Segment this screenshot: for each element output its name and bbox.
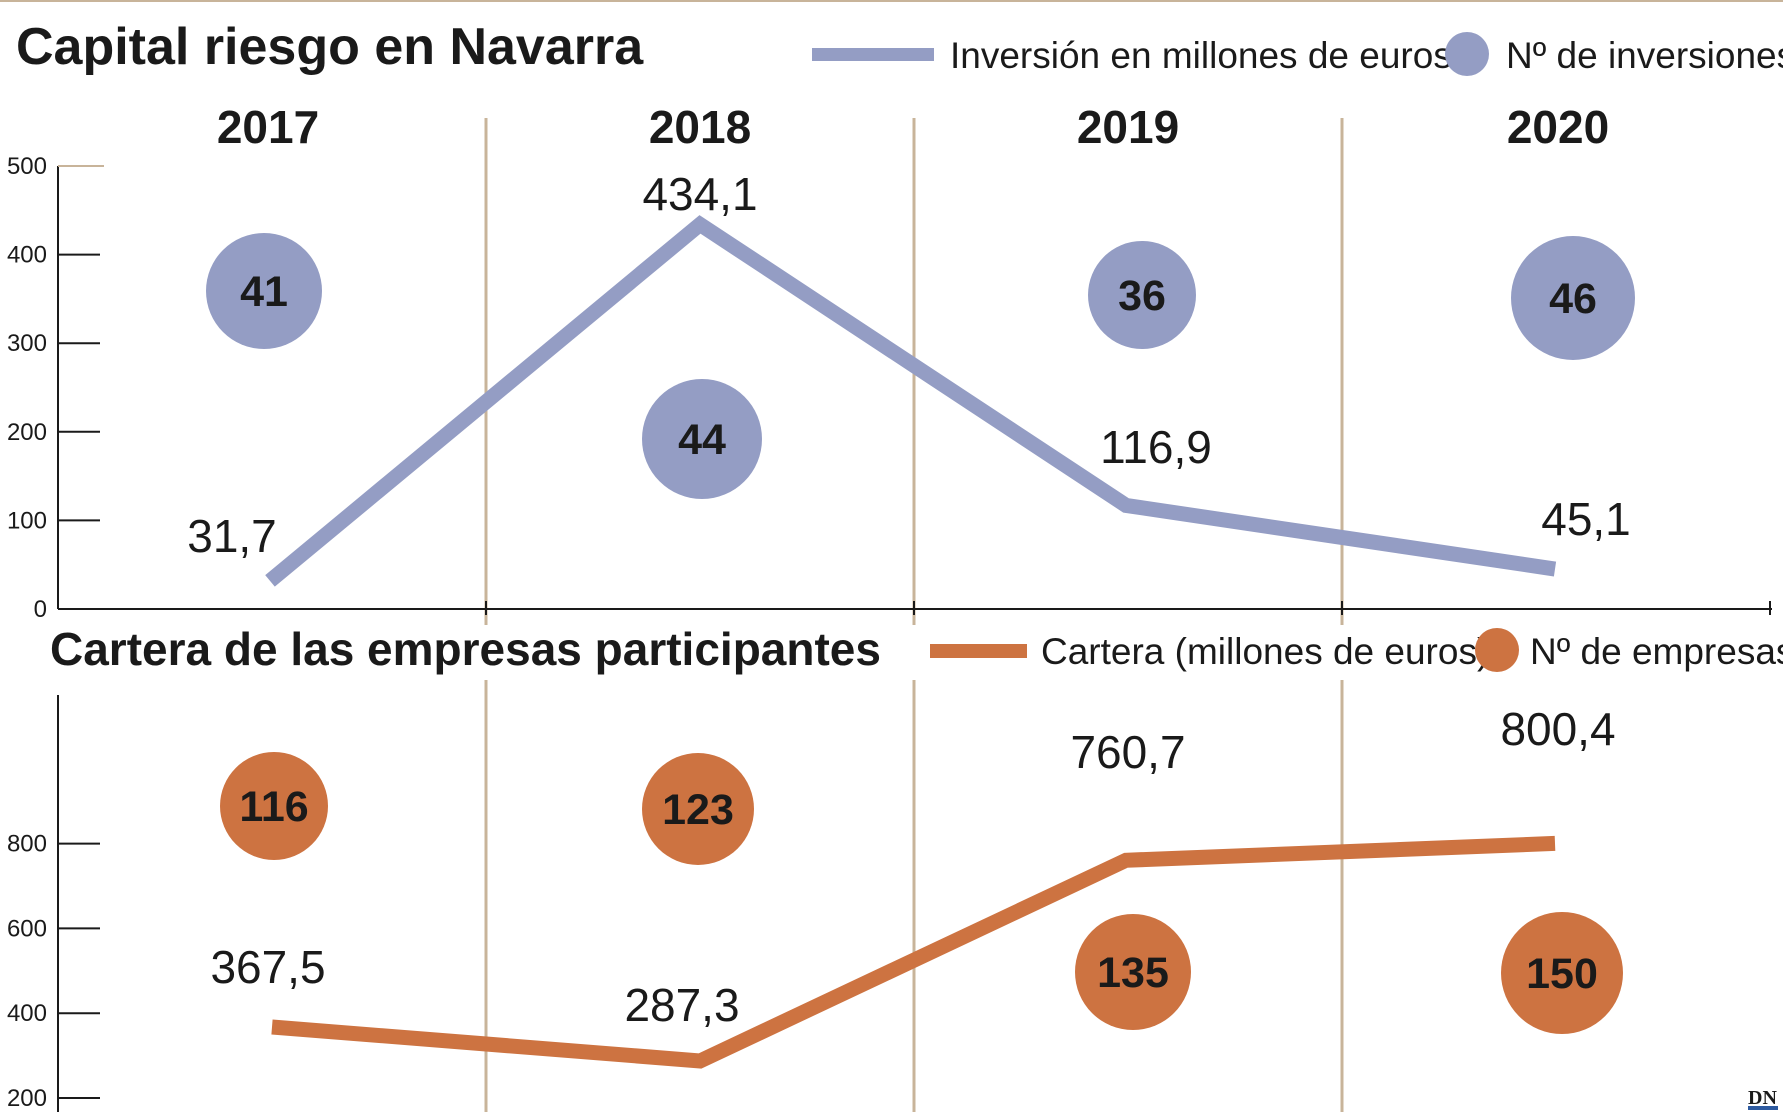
chart1-line-label-2020: 45,1	[1541, 493, 1631, 545]
chart2-y-tick-label-200: 200	[7, 1085, 47, 1112]
chart2-y-tick-label-400: 400	[7, 1000, 47, 1027]
chart2-bubble-2017	[220, 752, 328, 860]
chart1-y-tick-label-0: 0	[34, 596, 47, 623]
legend-investment-line-label: Inversión en millones de euros	[950, 35, 1452, 76]
chart2-line-label-2018: 287,3	[624, 979, 739, 1031]
logo-underline	[1748, 1106, 1778, 1110]
chart2-line-label-2017: 367,5	[210, 941, 325, 993]
chart1-bubble-label-2017: 41	[240, 268, 288, 316]
legend-investment-count-swatch	[1445, 32, 1489, 76]
chart2-line-label-2020: 800,4	[1500, 703, 1615, 755]
year-label-2020: 2020	[1507, 101, 1609, 153]
chart1-y-tick-label-300: 300	[7, 330, 47, 357]
chart1-y-tick-label-500: 500	[7, 153, 47, 180]
year-headers: 2017 2018 2019 2020	[217, 101, 1609, 153]
chart2-bubble-2020	[1501, 912, 1623, 1034]
chart2-y-tick-label-800: 800	[7, 831, 47, 858]
legend-portfolio-count-swatch	[1475, 628, 1519, 672]
chart1-bubble-label-2018: 44	[678, 416, 726, 464]
chart1-axis: 0 100 200 300 400 500	[7, 153, 1772, 623]
chart2-bubble-2018	[642, 753, 754, 865]
chart1-line-label-2017: 31,7	[187, 510, 277, 562]
chart1-y-tick-label-200: 200	[7, 419, 47, 446]
chart1-bubble-2019	[1088, 241, 1196, 349]
chart1-line-label-2019: 116,9	[1100, 421, 1212, 473]
chart1-bubble-2018	[642, 379, 762, 499]
chart2-line-label-2019: 760,7	[1070, 726, 1185, 778]
logo-dn: DN	[1748, 1087, 1777, 1109]
legend-investment-count-label: Nº de inversiones	[1506, 35, 1783, 76]
legend-portfolio-count-label: Nº de empresas	[1530, 631, 1783, 672]
chart1-title: Capital riesgo en Navarra	[16, 18, 644, 76]
chart2-plot: 367,5 287,3 760,7 800,4 116 123 135 150	[210, 703, 1623, 1069]
chart1-bubble-label-2019: 36	[1118, 272, 1166, 320]
legend-portfolio-line-swatch	[930, 644, 1027, 658]
year-label-2017: 2017	[217, 101, 319, 153]
chart2-y-tick-label-600: 600	[7, 915, 47, 942]
chart2-title: Cartera de las empresas participantes	[50, 623, 881, 675]
chart1-line-label-2018: 434,1	[642, 168, 757, 220]
chart2-line-series	[271, 835, 1556, 1069]
year-label-2019: 2019	[1077, 101, 1179, 153]
chart1-y-tick-label-400: 400	[7, 242, 47, 269]
year-dividers	[484, 118, 1344, 1112]
chart1-plot: 31,7 434,1 116,9 45,1 41 44 36 46	[187, 168, 1635, 587]
chart2-axis: 200 400 600 800	[7, 695, 100, 1112]
chart1-line-series	[265, 215, 1557, 587]
chart1-bubble-2017	[206, 233, 322, 349]
legend-portfolio-line-label: Cartera (millones de euros)	[1041, 631, 1489, 672]
chart2-bubble-label-2018: 123	[662, 786, 734, 834]
chart2-bubble-label-2019: 135	[1097, 949, 1169, 997]
chart1-bubble-label-2020: 46	[1549, 275, 1597, 323]
chart2-bubble-2019	[1075, 914, 1191, 1030]
chart1-bubble-2020	[1511, 236, 1635, 360]
chart2-bubble-label-2020: 150	[1526, 950, 1598, 998]
year-label-2018: 2018	[649, 101, 751, 153]
legend-investment-line-swatch	[812, 48, 934, 61]
chart1-y-tick-label-100: 100	[7, 507, 47, 534]
chart2-bubble-label-2017: 116	[239, 783, 308, 831]
